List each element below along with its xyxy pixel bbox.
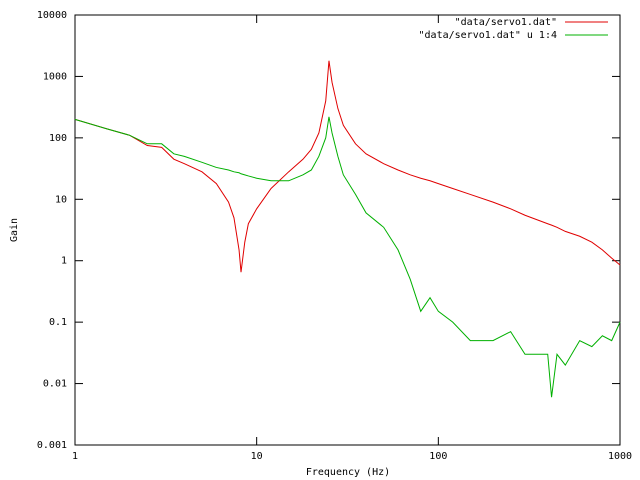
- y-tick-label: 1000: [43, 71, 67, 82]
- y-tick-label: 10: [55, 194, 67, 205]
- x-tick-label: 1000: [608, 451, 632, 462]
- x-tick-label: 10: [251, 451, 263, 462]
- legend-label: "data/servo1.dat" u 1:4: [419, 30, 557, 41]
- series-line: [74, 116, 621, 398]
- legend-label: "data/servo1.dat": [455, 17, 557, 28]
- series-line: [74, 60, 621, 273]
- y-tick-label: 0.1: [49, 317, 67, 328]
- plot-frame: [74, 14, 621, 446]
- y-tick-label: 100: [49, 133, 67, 144]
- y-axis-label: Gain: [9, 218, 20, 242]
- y-tick-label: 10000: [37, 10, 67, 21]
- y-tick-label: 1: [61, 256, 67, 267]
- y-tick-label: 0.001: [37, 440, 67, 451]
- y-tick-label: 0.01: [43, 379, 67, 390]
- x-tick-label: 1: [72, 451, 78, 462]
- x-tick-label: 100: [429, 451, 447, 462]
- x-axis-label: Frequency (Hz): [306, 467, 390, 478]
